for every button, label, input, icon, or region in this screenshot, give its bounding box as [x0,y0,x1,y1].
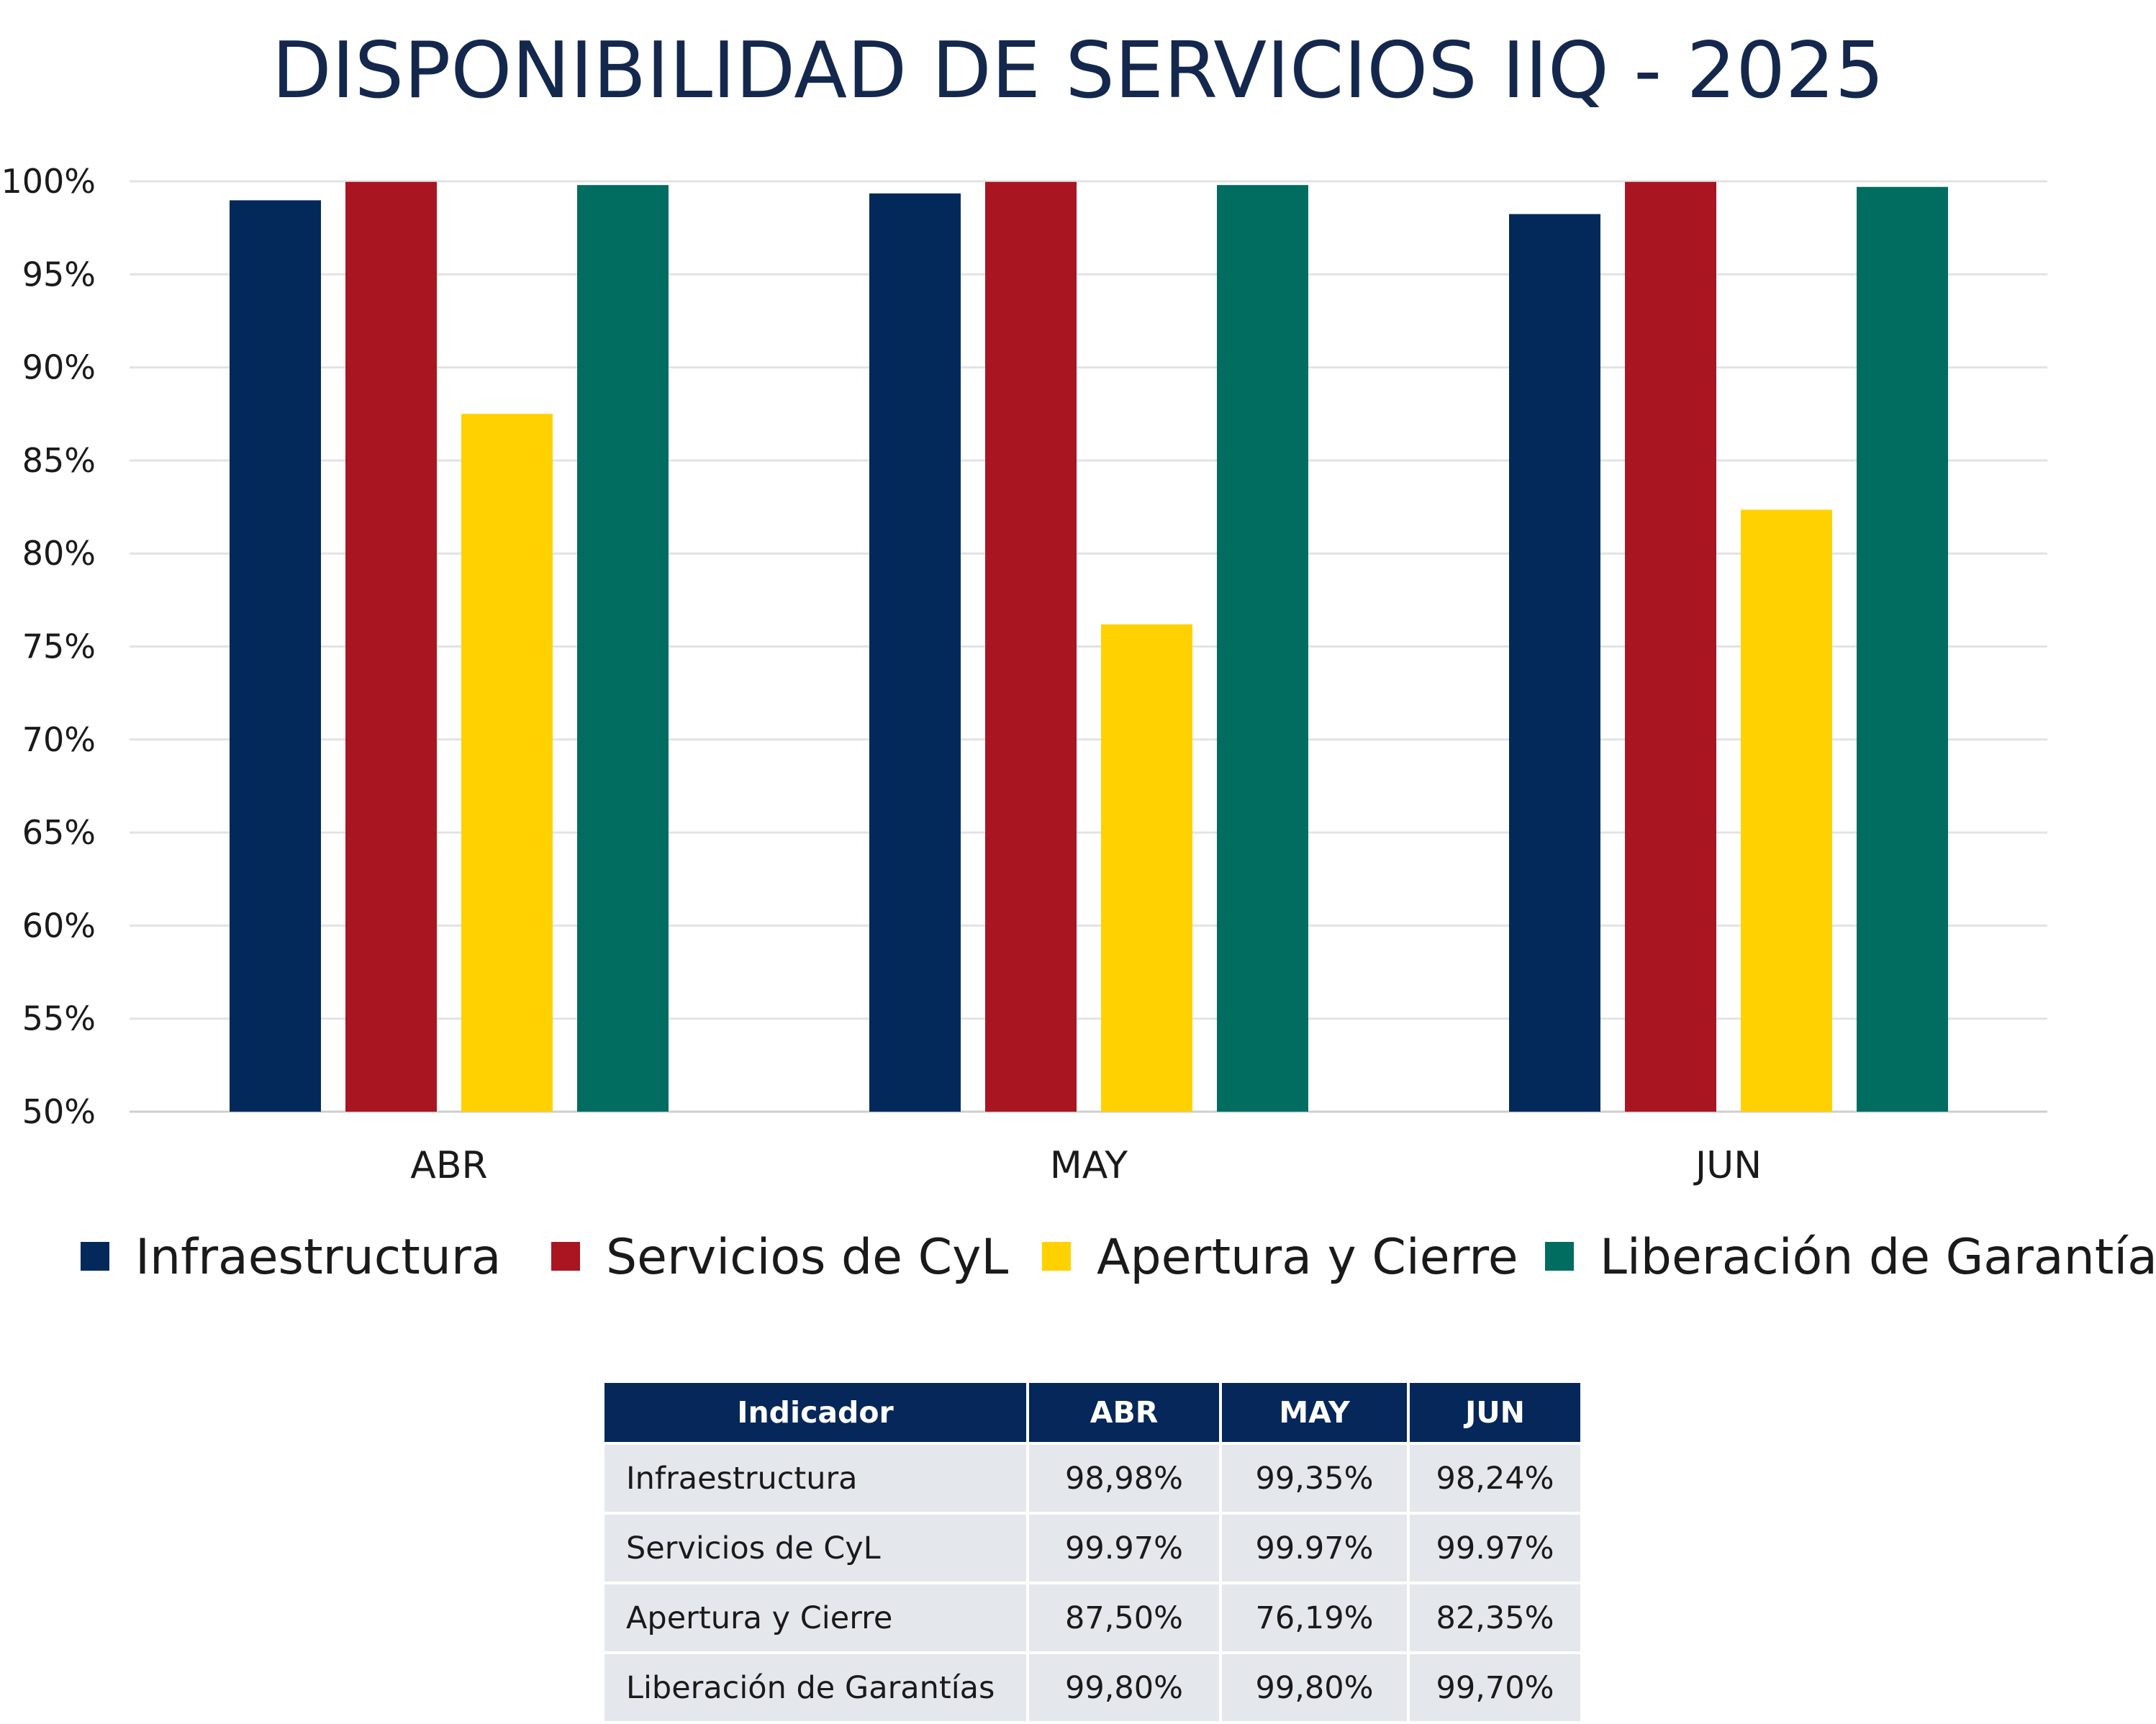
y-tick-label: 55% [22,999,96,1038]
legend-label: Infraestructura [135,1229,501,1286]
table-cell-label: Liberación de Garantías [602,1651,1029,1724]
table-cell-value: 99,35% [1219,1442,1410,1515]
bar [1217,185,1308,1112]
header-abr: ABR [1026,1380,1222,1445]
table-row: Apertura y Cierre 87,50% 76,19% 82,35% [602,1582,1583,1654]
table-row: Infraestructura 98,98% 99,35% 98,24% [602,1442,1583,1515]
y-tick-label: 90% [22,348,96,387]
chart-title: DISPONIBILIDAD DE SERVICIOS IIQ - 2025 [272,26,1885,116]
legend-swatch [1042,1242,1071,1271]
x-category-label: ABR [410,1144,487,1187]
bar [1741,509,1832,1112]
bar [461,414,553,1112]
table-cell-value: 99,70% [1407,1651,1583,1724]
table-cell-value: 98,98% [1026,1442,1222,1515]
table-cell-value: 99,80% [1219,1651,1410,1724]
legend-label: Apertura y Cierre [1097,1229,1518,1286]
legend-swatch [81,1242,109,1271]
table-header-row: Indicador ABR MAY JUN [602,1380,1583,1445]
table-cell-value: 99,80% [1026,1651,1222,1724]
table-cell-label: Apertura y Cierre [602,1582,1029,1654]
bar [577,185,669,1112]
bar [345,181,437,1112]
bar [230,200,321,1112]
legend-label: Liberación de Garantías [1600,1229,2156,1286]
y-tick-label: 70% [22,720,96,759]
legend-label: Servicios de CyL [606,1229,1008,1286]
bar [1857,186,1948,1112]
bar [1509,214,1600,1112]
table-cell-label: Servicios de CyL [602,1512,1029,1584]
table-cell-value: 82,35% [1407,1582,1583,1654]
header-jun: JUN [1407,1380,1583,1445]
table-cell-value: 76,19% [1219,1582,1410,1654]
table-cell-value: 99.97% [1407,1512,1583,1584]
data-table: Indicador ABR MAY JUN Infraestructura 98… [602,1380,1583,1724]
bar [1101,624,1192,1112]
y-tick-label: 95% [22,255,96,294]
x-category-label: JUN [1693,1144,1762,1187]
y-tick-label: 65% [22,813,96,852]
bar [869,193,961,1112]
legend-swatch [1545,1242,1574,1271]
y-tick-label: 85% [22,441,96,480]
y-tick-label: 75% [22,627,96,666]
header-indicador: Indicador [602,1380,1029,1445]
table-cell-value: 99.97% [1026,1512,1222,1584]
table-cell-value: 98,24% [1407,1442,1583,1515]
x-category-label: MAY [1050,1144,1128,1187]
y-tick-label: 80% [22,534,96,573]
bar-chart: DISPONIBILIDAD DE SERVICIOS IIQ - 2025 1… [1,26,2156,1286]
bar [985,181,1077,1112]
table-cell-label: Infraestructura [602,1442,1029,1515]
y-tick-label: 100% [1,162,96,201]
legend-swatch [551,1242,580,1271]
y-tick-label: 50% [22,1092,96,1131]
table-row: Liberación de Garantías 99,80% 99,80% 99… [602,1651,1583,1724]
bar [1625,181,1716,1112]
table-cell-value: 87,50% [1026,1582,1222,1654]
header-may: MAY [1219,1380,1410,1445]
table-cell-value: 99.97% [1219,1512,1410,1584]
table-row: Servicios de CyL 99.97% 99.97% 99.97% [602,1512,1583,1584]
y-tick-label: 60% [22,906,96,945]
